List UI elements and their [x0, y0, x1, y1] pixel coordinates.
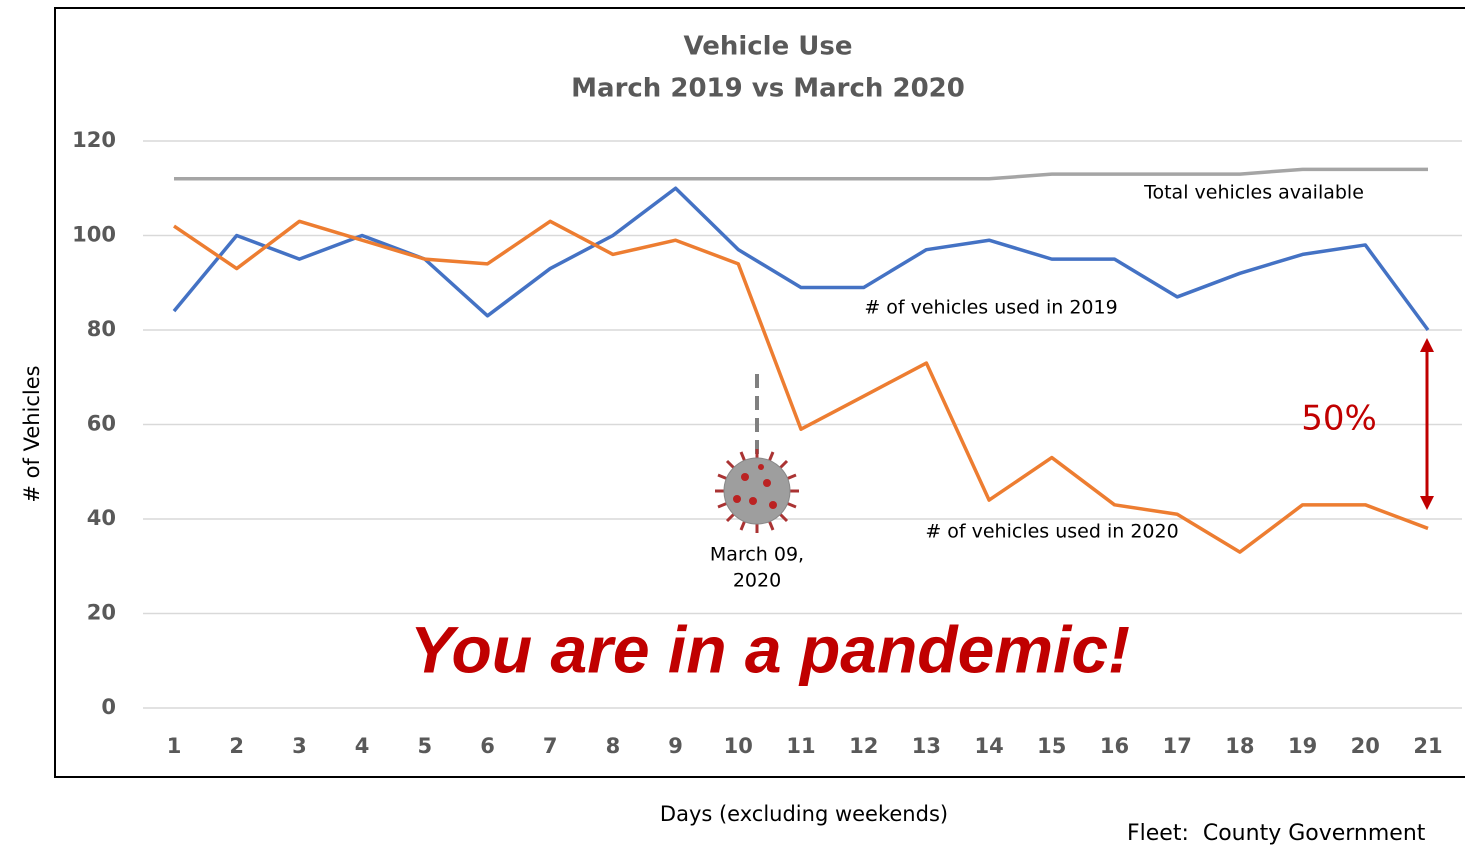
source-note: Fleet: County Government [1127, 821, 1426, 846]
x-tick-label: 4 [355, 734, 370, 758]
x-tick-label: 2 [229, 734, 244, 758]
chart-subtitle: March 2019 vs March 2020 [571, 74, 965, 104]
x-axis-title: Days (excluding weekends) [660, 802, 948, 826]
x-tick-label: 5 [417, 734, 432, 758]
event-label: March 09, [710, 544, 804, 566]
change-label: 50% [1301, 399, 1377, 439]
y-tick-label: 120 [72, 128, 116, 152]
headline: You are in a pandemic! [410, 612, 1130, 686]
chart-title: Vehicle Use [684, 32, 853, 62]
x-tick-label: 10 [724, 734, 753, 758]
x-tick-label: 6 [480, 734, 495, 758]
y-axis-title: # of Vehicles [20, 365, 44, 502]
x-tick-label: 13 [912, 734, 941, 758]
x-tick-label: 7 [543, 734, 558, 758]
y-tick-label: 80 [87, 317, 116, 341]
x-tick-label: 21 [1413, 734, 1442, 758]
x-tick-label: 17 [1163, 734, 1192, 758]
y-tick-label: 0 [101, 695, 116, 719]
series-label: Total vehicles available [1143, 182, 1364, 204]
series-label: # of vehicles used in 2019 [864, 297, 1117, 319]
series-label: # of vehicles used in 2020 [925, 521, 1178, 543]
x-tick-label: 11 [786, 734, 815, 758]
x-tick-label: 3 [292, 734, 307, 758]
y-tick-label: 40 [87, 506, 116, 530]
x-tick-label: 16 [1100, 734, 1129, 758]
y-tick-label: 60 [87, 412, 116, 436]
y-tick-label: 20 [87, 601, 116, 625]
virus-icon [715, 449, 799, 533]
x-tick-label: 19 [1288, 734, 1317, 758]
x-tick-label: 8 [606, 734, 621, 758]
data-line [174, 221, 1428, 552]
x-tick-label: 20 [1351, 734, 1380, 758]
data-line [174, 169, 1428, 178]
x-tick-label: 12 [849, 734, 878, 758]
x-tick-label: 15 [1037, 734, 1066, 758]
chart: Vehicle Use March 2019 vs March 2020 # o… [0, 0, 1465, 848]
event-label: 2020 [733, 570, 781, 592]
x-tick-label: 14 [974, 734, 1003, 758]
y-tick-label: 100 [72, 223, 116, 247]
x-tick-label: 9 [668, 734, 683, 758]
x-tick-label: 1 [167, 734, 182, 758]
x-tick-label: 18 [1225, 734, 1254, 758]
data-line [174, 188, 1428, 330]
